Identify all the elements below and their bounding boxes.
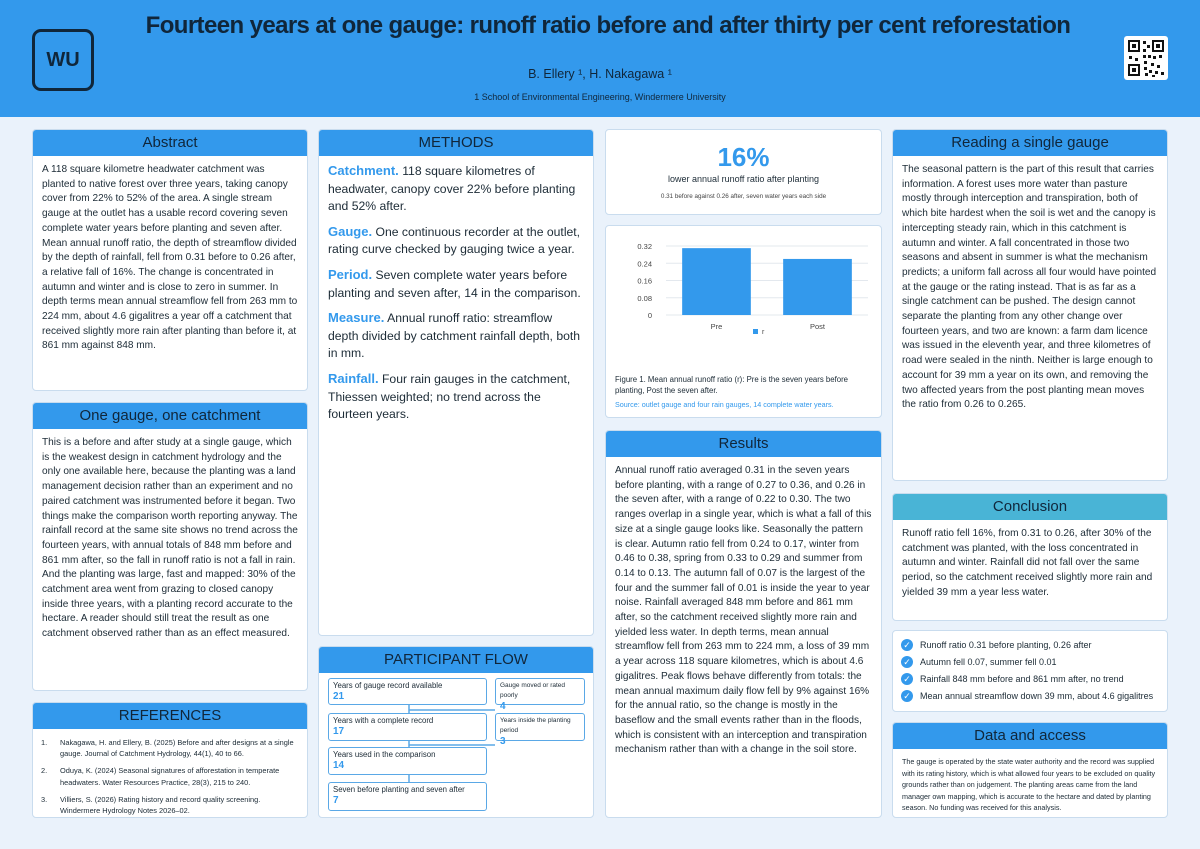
data-access-text: The gauge is operated by the state water… bbox=[902, 757, 1156, 812]
check-icon: ✓ bbox=[901, 639, 913, 651]
qr-code-icon bbox=[1124, 36, 1168, 80]
y-tick-label: 0.16 bbox=[637, 277, 652, 286]
flow-box-gauge-record: Years of gauge record available 21 bbox=[328, 678, 487, 705]
reading-text: The seasonal pattern is the part of this… bbox=[902, 164, 1157, 411]
poster-title: Fourteen years at one gauge: runoff rati… bbox=[145, 12, 1071, 39]
key-stat-panel: 16% lower annual runoff ratio after plan… bbox=[605, 129, 882, 215]
data-access-heading: Data and access bbox=[893, 723, 1167, 749]
key-finding-item: ✓ Rainfall 848 mm before and 861 mm after… bbox=[901, 673, 1159, 685]
flow-box-seven-each: Seven before planting and seven after 7 bbox=[328, 782, 487, 811]
check-icon: ✓ bbox=[901, 656, 913, 668]
poster-header: WU Fourteen years at one gauge: runoff r… bbox=[0, 0, 1200, 117]
flow-box-excluded-gauge: Gauge moved or rated poorly 4 bbox=[495, 678, 585, 712]
legend-swatch bbox=[753, 329, 758, 334]
y-tick-label: 0.32 bbox=[637, 242, 652, 251]
references-heading: REFERENCES bbox=[33, 703, 307, 729]
flow-box-complete-record: Years with a complete record 17 bbox=[328, 713, 487, 741]
figure-panel: 0.32 0.24 0.16 0.08 0 Pre Post r Figure 1. Mean… bbox=[605, 225, 882, 418]
participant-flow-panel: PARTICIPANT FLOW Years of gauge record a… bbox=[318, 646, 594, 818]
key-stat-subcaption: 0.31 before against 0.26 after, seven wa… bbox=[660, 193, 827, 200]
method-item-catchment: Catchment. 118 square kilometres of head… bbox=[328, 163, 576, 214]
check-icon: ✓ bbox=[901, 673, 913, 685]
reading-heading: Reading a single gauge bbox=[893, 130, 1167, 156]
conclusion-heading: Conclusion bbox=[893, 494, 1167, 520]
results-text: Annual runoff ratio averaged 0.31 in the… bbox=[615, 465, 872, 756]
one-gauge-heading: One gauge, one catchment bbox=[33, 403, 307, 429]
affiliation: 1 School of Environmental Engineering, W… bbox=[474, 92, 726, 102]
x-tick-label: Pre bbox=[711, 322, 723, 331]
abstract-heading: Abstract bbox=[33, 130, 307, 156]
key-stat-caption: lower annual runoff ratio after planting bbox=[668, 174, 819, 184]
abstract-panel: Abstract A 118 square kilometre headwate… bbox=[32, 129, 308, 391]
references-list: 1. Nakagawa, H. and Ellery, B. (2025) Bef… bbox=[33, 729, 307, 816]
reference-item: 3. Villiers, S. (2026) Rating history and… bbox=[41, 794, 261, 816]
results-heading: Results bbox=[606, 431, 881, 457]
flow-box-excluded-planting: Years inside the planting period 3 bbox=[495, 713, 585, 747]
bar-post bbox=[783, 258, 852, 315]
key-findings-panel: ✓ Runoff ratio 0.31 before planting, 0.26… bbox=[892, 630, 1168, 712]
runoff-ratio-chart: 0.32 0.24 0.16 0.08 0 Pre Post r bbox=[637, 242, 868, 336]
figure-source: Source: outlet gauge and four rain gauge… bbox=[615, 400, 834, 409]
university-logo: WU bbox=[32, 29, 94, 91]
one-gauge-text: This is a before and after study at a si… bbox=[42, 437, 298, 640]
references-panel: REFERENCES 1. Nakagawa, H. and Ellery, B.… bbox=[32, 702, 308, 818]
reading-panel: Reading a single gauge The seasonal patt… bbox=[892, 129, 1168, 481]
participant-flow-heading: PARTICIPANT FLOW bbox=[319, 647, 593, 673]
y-tick-label: 0.24 bbox=[637, 259, 652, 268]
authors: B. Ellery ¹, H. Nakagawa ¹ bbox=[528, 67, 672, 81]
conclusion-text: Runoff ratio fell 16%, from 0.31 to 0.26… bbox=[902, 528, 1153, 598]
y-tick-label: 0 bbox=[648, 311, 652, 320]
check-icon: ✓ bbox=[901, 690, 913, 702]
x-tick-label: Post bbox=[810, 322, 826, 331]
key-stat-value: 16% bbox=[717, 142, 770, 172]
bar-pre bbox=[682, 248, 751, 315]
methods-panel: METHODS Catchment. 118 square kilometres… bbox=[318, 129, 594, 636]
abstract-text: A 118 square kilometre headwater catchme… bbox=[42, 164, 298, 352]
one-gauge-panel: One gauge, one catchment This is a befor… bbox=[32, 402, 308, 691]
flow-box-comparison: Years used in the comparison 14 bbox=[328, 747, 487, 775]
conclusion-panel: Conclusion Runoff ratio fell 16%, from 0… bbox=[892, 493, 1168, 621]
key-finding-item: ✓ Runoff ratio 0.31 before planting, 0.26… bbox=[901, 639, 1159, 651]
methods-heading: METHODS bbox=[319, 130, 593, 156]
method-item-rainfall: Rainfall. Four rain gauges in the catchm… bbox=[328, 370, 571, 422]
reference-item: 1. Nakagawa, H. and Ellery, B. (2025) Bef… bbox=[41, 738, 294, 759]
results-panel: Results Annual runoff ratio averaged 0.3… bbox=[605, 430, 882, 818]
key-finding-item: ✓ Mean annual streamflow down 39 mm, abou… bbox=[901, 690, 1159, 702]
figure-caption: Figure 1. Mean annual runoff ratio (r): … bbox=[615, 375, 849, 395]
reference-item: 2. Oduya, K. (2024) Seasonal signatures o… bbox=[41, 766, 280, 787]
method-item-period: Period. Seven complete water years befor… bbox=[328, 266, 581, 300]
data-access-panel: Data and access The gauge is operated by… bbox=[892, 722, 1168, 818]
method-item-gauge: Gauge. One continuous recorder at the ou… bbox=[328, 223, 581, 257]
key-finding-item: ✓ Autumn fell 0.07, summer fell 0.01 bbox=[901, 656, 1159, 668]
legend-label: r bbox=[762, 329, 765, 336]
y-tick-label: 0.08 bbox=[637, 294, 652, 303]
method-item-measure: Measure. Annual runoff ratio: streamflow… bbox=[328, 310, 581, 361]
